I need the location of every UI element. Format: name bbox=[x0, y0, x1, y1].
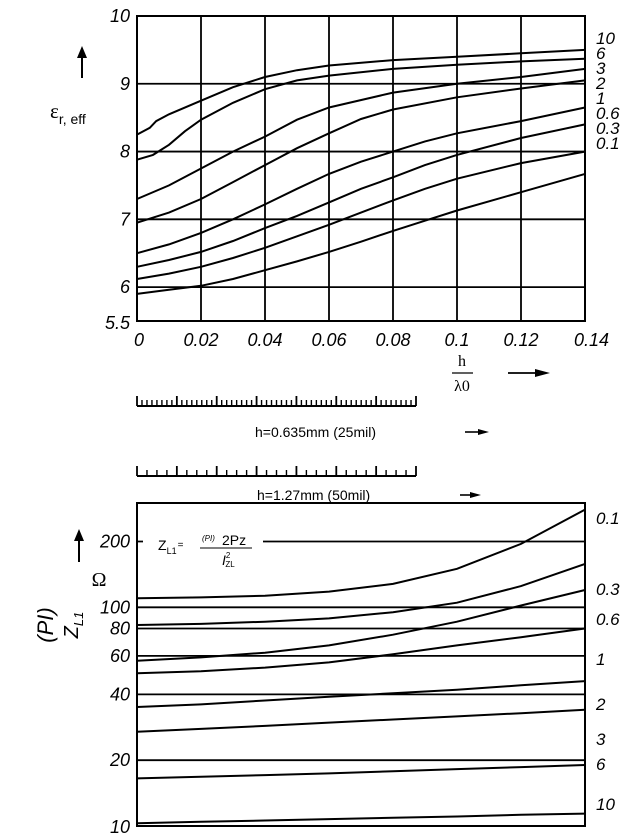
top-series-label-0.3: 0.3 bbox=[596, 119, 620, 138]
bottom-series-line-1 bbox=[136, 627, 586, 675]
bottom-series-line-0.1 bbox=[136, 508, 586, 600]
bottom-series-line-0.3 bbox=[136, 562, 586, 626]
top-series-line-2 bbox=[136, 79, 586, 224]
top-y-tick-label: 10 bbox=[110, 6, 130, 26]
formula-lhs: ZL1= bbox=[158, 537, 184, 556]
thickness-scale-50mil bbox=[136, 466, 417, 477]
bottom-plot-frame bbox=[136, 502, 586, 827]
bottom-y-tick-label: 10 bbox=[110, 817, 130, 834]
bottom-series-label-0.3: 0.3 bbox=[596, 580, 620, 599]
top-series-label-1: 1 bbox=[596, 89, 605, 108]
bottom-y-tick-label: 200 bbox=[99, 532, 130, 552]
bottom-series-line-2 bbox=[136, 680, 586, 708]
bottom-series-label-2: 2 bbox=[595, 695, 606, 714]
bottom-y-tick-label: 20 bbox=[109, 750, 130, 770]
bottom-series-line-3 bbox=[136, 708, 586, 733]
bottom-y-label-pi: (PI) bbox=[33, 607, 58, 642]
top-series-label-0.1: 0.1 bbox=[596, 134, 620, 153]
top-series-line-0.1 bbox=[136, 172, 586, 295]
scale-50mil-arrow-head bbox=[470, 492, 481, 498]
bottom-y-label-z: ZL1 bbox=[61, 612, 86, 640]
top-y-tick-label: 6 bbox=[120, 277, 131, 297]
formula-numerator: 2Pz bbox=[222, 532, 246, 548]
thickness-scale-25mil bbox=[136, 396, 417, 407]
top-series-label-6: 6 bbox=[596, 44, 606, 63]
bottom-series-label-0.6: 0.6 bbox=[596, 610, 620, 629]
scale-50mil-label: h=1.27mm (50mil) bbox=[257, 487, 370, 503]
top-y-tick-label: 9 bbox=[120, 74, 130, 94]
top-x-arrow-head bbox=[535, 369, 550, 377]
scale-25mil-arrow-head bbox=[478, 429, 489, 435]
bottom-y-arrow-head bbox=[74, 529, 84, 541]
top-x-label-numerator: h bbox=[458, 353, 466, 370]
bottom-series-label-1: 1 bbox=[596, 650, 605, 669]
bottom-series-line-10 bbox=[136, 812, 586, 825]
top-x-label-denominator: λ0 bbox=[454, 378, 470, 395]
bottom-series-line-0.6 bbox=[136, 589, 586, 662]
bottom-y-tick-label: 40 bbox=[110, 684, 130, 704]
top-x-tick-labels: 0 0.02 0.04 0.06 0.08 0.1 0.12 0.14 bbox=[134, 330, 609, 350]
scale-25mil-label: h=0.635mm (25mil) bbox=[255, 424, 376, 440]
top-x-tick-label: 0.08 bbox=[375, 330, 410, 350]
top-plot-frame bbox=[136, 15, 586, 322]
bottom-series-label-6: 6 bbox=[596, 755, 606, 774]
top-series-label-3: 3 bbox=[596, 59, 606, 78]
top-curves bbox=[136, 48, 586, 295]
top-x-tick-label: 0.1 bbox=[444, 330, 469, 350]
top-x-tick-label: 0.12 bbox=[503, 330, 538, 350]
top-series-line-3 bbox=[136, 67, 586, 200]
top-y-tick-labels: 5.5 6 7 8 9 10 bbox=[105, 6, 131, 333]
bottom-grid bbox=[137, 540, 585, 827]
top-x-tick-label: 0.02 bbox=[183, 330, 218, 350]
top-y-tick-label: 7 bbox=[120, 209, 131, 229]
top-y-tick-label: 5.5 bbox=[105, 313, 131, 333]
top-y-tick-label: 8 bbox=[120, 142, 130, 162]
top-x-tick-label: 0.04 bbox=[247, 330, 282, 350]
bottom-series-line-6 bbox=[136, 764, 586, 780]
top-x-tick-label: 0.06 bbox=[311, 330, 347, 350]
top-series-label-10: 10 bbox=[596, 29, 615, 48]
formula-numerator-sup: (PI) bbox=[202, 534, 215, 543]
top-series-label-0.6: 0.6 bbox=[596, 104, 620, 123]
top-series-line-10 bbox=[136, 48, 586, 136]
top-series-line-0.6 bbox=[136, 123, 586, 268]
top-series-line-6 bbox=[136, 57, 586, 161]
bottom-series-label-3: 3 bbox=[596, 730, 606, 749]
top-x-tick-label: 0.14 bbox=[574, 330, 609, 350]
bottom-y-tick-label: 80 bbox=[110, 619, 130, 639]
formula: ZL1= (PI) 2Pz I2 ZL bbox=[158, 532, 252, 569]
bottom-unit-ohm: Ω bbox=[92, 569, 107, 591]
top-y-label: εr, eff bbox=[50, 99, 86, 127]
top-y-arrow-head bbox=[77, 46, 87, 58]
top-x-tick-label: 0 bbox=[134, 330, 144, 350]
top-series-line-0.3 bbox=[136, 150, 586, 280]
bottom-series-label-10: 10 bbox=[596, 795, 615, 814]
bottom-curves bbox=[136, 508, 586, 825]
bottom-y-tick-label: 100 bbox=[100, 597, 130, 617]
bottom-series-label-0.1: 0.1 bbox=[596, 509, 620, 528]
formula-denominator: I2 ZL bbox=[222, 551, 235, 569]
bottom-curve-labels: 0.1 0.3 0.6 1 2 3 6 10 bbox=[595, 509, 620, 814]
formula-background bbox=[143, 530, 263, 572]
top-series-label-2: 2 bbox=[595, 74, 606, 93]
top-series-line-1 bbox=[136, 106, 586, 255]
bottom-y-tick-label: 60 bbox=[110, 646, 130, 666]
